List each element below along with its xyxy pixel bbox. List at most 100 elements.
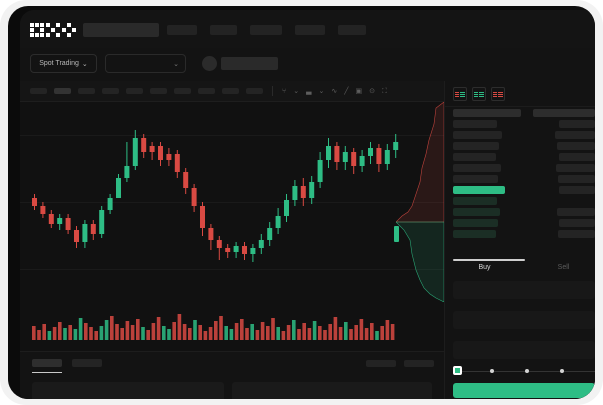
header-nav-item-1[interactable]	[210, 25, 237, 35]
timeframe-button-5[interactable]	[150, 88, 167, 94]
amount-slider-track[interactable]	[455, 369, 595, 373]
order-book-price-cell	[453, 120, 497, 128]
ob-mode-bids-icon[interactable]	[472, 87, 486, 101]
order-book-price-cell	[453, 197, 497, 205]
order-book-price-cell	[453, 230, 496, 238]
order-book-amount-cell	[556, 164, 595, 172]
submit-buy-button[interactable]	[453, 383, 595, 398]
pencil-icon[interactable]: ╱	[344, 87, 349, 95]
slider-stop-75[interactable]	[560, 369, 564, 373]
timeframe-button-4[interactable]	[126, 88, 143, 94]
order-book-amount-cell	[555, 131, 595, 139]
order-book-price-cell	[453, 142, 499, 150]
order-book-row[interactable]	[445, 175, 595, 183]
timeframe-button-0[interactable]	[30, 88, 47, 94]
sub-header: Spot Trading ⌄ ⌄	[20, 48, 595, 108]
okx-logo[interactable]	[30, 23, 76, 37]
market-type-dropdown[interactable]: Spot Trading ⌄	[30, 54, 97, 73]
indicators-icon[interactable]: ⑂	[282, 87, 287, 95]
order-book-row[interactable]	[445, 186, 595, 194]
pair-name	[221, 57, 278, 70]
order-book-row[interactable]	[445, 142, 595, 150]
timeframe-button-9[interactable]	[246, 88, 263, 94]
depth-chart-overlay	[396, 102, 444, 302]
chart-toolbar: ⑂ ⌄ ▃ ⌄ ∿ ╱ ▣ ⊙ ⛶	[20, 81, 444, 102]
header-nav-item-3[interactable]	[295, 25, 325, 35]
timeframe-button-3[interactable]	[102, 88, 119, 94]
timeframe-button-2[interactable]	[78, 88, 95, 94]
chart-gridlines	[20, 102, 444, 351]
market-type-label: Spot Trading	[39, 60, 79, 67]
header-nav-item-4[interactable]	[338, 25, 366, 35]
ob-mode-asks-icon[interactable]	[491, 87, 505, 101]
settings-icon[interactable]: ⊙	[369, 87, 375, 95]
order-book-row[interactable]	[445, 131, 595, 139]
order-book-amount-cell	[558, 175, 595, 183]
order-book-row[interactable]	[445, 153, 595, 161]
trade-form: Buy Sell	[445, 259, 595, 399]
ob-mode-both-icon[interactable]	[453, 87, 467, 101]
order-book-row[interactable]	[445, 120, 595, 128]
buy-sell-tabs: Buy Sell	[445, 264, 595, 271]
header-nav-item-2[interactable]	[250, 25, 282, 35]
order-book-amount-cell	[533, 109, 595, 117]
candlestick-series	[32, 130, 399, 262]
total-field[interactable]	[453, 341, 595, 359]
order-book-row[interactable]	[445, 197, 595, 205]
pair-avatar	[202, 56, 217, 71]
order-book-amount-cell	[559, 153, 595, 161]
slider-stop-25[interactable]	[490, 369, 494, 373]
orders-right-tab-1[interactable]	[404, 360, 434, 367]
orders-panel	[20, 351, 444, 399]
tab-sell[interactable]: Sell	[557, 264, 570, 271]
orders-right-tab-0[interactable]	[366, 360, 396, 367]
order-book-row[interactable]	[445, 208, 595, 216]
orders-tab-0[interactable]	[32, 359, 62, 367]
camera-icon[interactable]: ▣	[355, 87, 363, 95]
order-book-amount-cell	[558, 230, 595, 238]
orders-tab-1[interactable]	[72, 359, 102, 367]
order-book-price-cell	[453, 109, 521, 117]
amount-field[interactable]	[453, 311, 595, 329]
header-nav-item-0[interactable]	[167, 25, 197, 35]
okx-logo-o	[30, 23, 44, 37]
chevron-down-icon[interactable]: ⌄	[293, 87, 300, 95]
device-screen-inner: Spot Trading ⌄ ⌄ ⑂ ⌄ ▃ ⌄ ∿ ╱ ▣ ⊙ ⛶	[8, 6, 595, 399]
order-book-price-cell	[453, 164, 501, 172]
order-book-price-cell	[453, 208, 500, 216]
order-book-price-cell	[453, 131, 502, 139]
order-book-price-cell	[453, 153, 496, 161]
order-book-row[interactable]	[445, 219, 595, 227]
search-input[interactable]	[83, 23, 159, 37]
top-header	[20, 10, 595, 48]
order-book-row[interactable]	[445, 164, 595, 172]
timeframe-button-7[interactable]	[198, 88, 215, 94]
buy-tab-underline	[453, 259, 525, 261]
pair-select-dropdown[interactable]: ⌄	[105, 54, 186, 73]
fullscreen-icon[interactable]: ⛶	[381, 87, 387, 95]
toolbar-divider	[272, 86, 273, 96]
tab-buy[interactable]: Buy	[478, 264, 491, 271]
order-book-price-cell	[453, 175, 498, 183]
order-book-row[interactable]	[445, 230, 595, 238]
chart-type-icon[interactable]: ▃	[306, 87, 312, 95]
line-tool-icon[interactable]: ∿	[331, 87, 338, 95]
order-book-rows	[445, 109, 595, 241]
chevron-down-icon-2[interactable]: ⌄	[318, 87, 325, 95]
order-book-divider	[445, 106, 595, 107]
active-tab-underline	[32, 372, 62, 373]
timeframe-button-6[interactable]	[174, 88, 191, 94]
header-nav	[167, 25, 366, 35]
amount-slider-handle[interactable]	[453, 366, 462, 375]
okx-logo-x	[62, 23, 76, 37]
bottom-box-left[interactable]	[32, 382, 224, 399]
slider-stop-50[interactable]	[525, 369, 529, 373]
order-book-row[interactable]	[445, 109, 595, 117]
price-field[interactable]	[453, 281, 595, 299]
order-book-amount-cell	[557, 208, 595, 216]
timeframe-button-1[interactable]	[54, 88, 71, 94]
bottom-box-right[interactable]	[232, 382, 432, 399]
timeframe-button-8[interactable]	[222, 88, 239, 94]
price-chart[interactable]	[20, 102, 444, 351]
